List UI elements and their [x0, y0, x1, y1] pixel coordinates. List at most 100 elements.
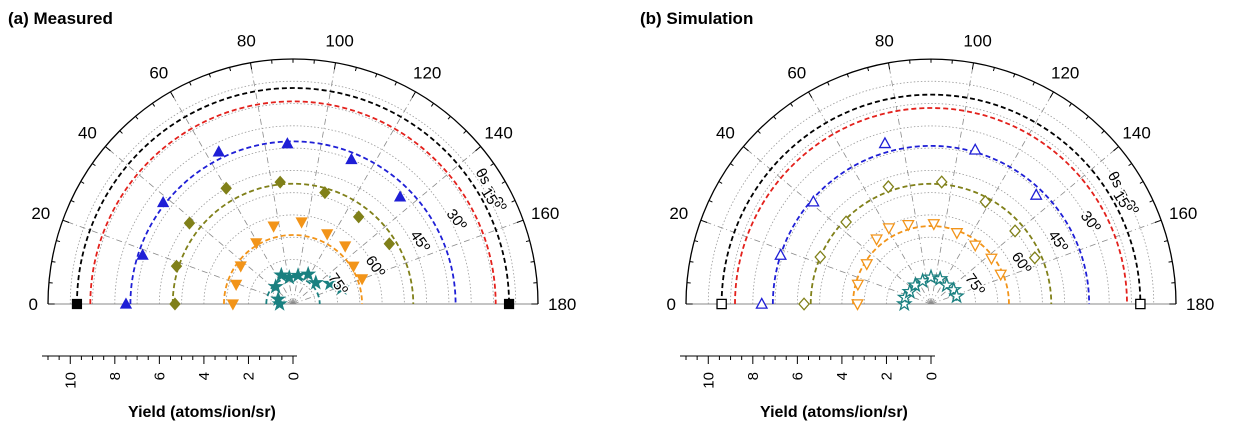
angle-tick	[229, 67, 232, 72]
series-60-deg	[223, 217, 369, 311]
data-point	[851, 279, 865, 292]
series-75-deg	[265, 265, 350, 311]
series-curve	[129, 140, 457, 305]
data-point	[281, 137, 294, 149]
angle-tick	[1149, 200, 1154, 203]
data-point	[220, 181, 232, 195]
angle-tick-label: 20	[669, 204, 688, 223]
angle-tick-label: 120	[413, 64, 441, 83]
data-point	[183, 216, 196, 230]
series-curve	[76, 87, 510, 305]
radial-axis: 10 8 6 4 2 0	[680, 355, 940, 389]
data-point	[339, 241, 352, 253]
radial-tick-label: 8	[745, 372, 762, 380]
angle-tick	[1085, 115, 1089, 120]
series-curve	[171, 182, 415, 305]
angle-tick-label: 0	[667, 295, 676, 314]
grid-ring	[114, 125, 472, 305]
radial-tick-label: 0	[923, 372, 940, 380]
data-point	[212, 145, 225, 157]
data-point	[968, 240, 982, 253]
angle-tick	[1049, 91, 1054, 98]
data-point	[170, 259, 183, 273]
angle-tick	[56, 240, 61, 243]
data-point	[945, 280, 963, 298]
series-45-deg	[169, 175, 415, 311]
angle-tick	[501, 181, 506, 184]
angle-tick	[1139, 181, 1144, 184]
grid-spoke	[930, 146, 1119, 305]
data-point	[352, 210, 365, 224]
data-point	[322, 275, 338, 291]
data-point	[948, 287, 965, 304]
radial-tick-label: 6	[152, 372, 169, 380]
angle-tick	[104, 146, 111, 152]
data-point	[383, 237, 396, 251]
data-point	[250, 238, 263, 250]
data-point	[927, 219, 941, 231]
grid-ring	[270, 281, 316, 305]
data-point	[274, 175, 286, 189]
angle-tick	[375, 73, 378, 78]
angle-tick-label: 160	[1169, 204, 1197, 223]
data-point	[307, 274, 324, 290]
data-point	[503, 298, 515, 310]
angle-tick	[971, 62, 975, 70]
grid-spoke	[292, 91, 416, 305]
radial-tick-label: 4	[834, 372, 851, 380]
angle-tick	[867, 67, 870, 72]
grid-ring	[774, 147, 1088, 305]
angle-tick	[1101, 130, 1105, 134]
angle-tick-label: 80	[237, 32, 256, 51]
grid-ring	[841, 214, 1021, 305]
series-30-deg	[755, 136, 1091, 309]
grid-ring	[819, 192, 1043, 305]
angle-tick-label: 40	[716, 123, 735, 142]
data-point	[994, 269, 1008, 282]
angle-tick	[447, 115, 451, 120]
outer-arc	[685, 58, 1177, 305]
data-point	[860, 259, 874, 271]
data-point	[798, 297, 810, 311]
radial-tick-label: 8	[107, 372, 124, 380]
angle-tick	[887, 62, 891, 70]
grid-spoke	[292, 219, 524, 305]
radial-tick-label: 6	[790, 372, 807, 380]
grid-spoke	[250, 62, 294, 305]
grid-ring	[92, 103, 494, 305]
grid-spoke	[808, 91, 932, 305]
data-point	[226, 299, 239, 311]
angle-tick	[1163, 240, 1168, 243]
angle-tick	[119, 130, 123, 134]
angle-tick	[1113, 146, 1120, 152]
angle-tick	[170, 91, 175, 98]
angle-tick	[1128, 163, 1132, 167]
radial-axis: 10 8 6 4 2 0	[42, 355, 302, 389]
data-point	[345, 152, 358, 165]
angle-tick	[511, 200, 516, 203]
angle-tick	[846, 73, 849, 78]
angle-tick-label: 40	[78, 123, 97, 142]
angle-tick	[394, 81, 397, 86]
data-point	[840, 215, 853, 229]
data-point	[979, 195, 992, 209]
polar-grid: 0 20 40 60 80 100 120 140 160 180	[667, 32, 1215, 314]
angle-tick	[1013, 73, 1016, 78]
series-curve	[734, 107, 1128, 305]
radial-tick-label: 2	[241, 372, 258, 380]
data-point	[267, 221, 280, 233]
grid-spoke	[930, 62, 974, 305]
grid-spoke	[292, 146, 481, 305]
angle-tick	[189, 81, 192, 86]
data-point	[273, 266, 290, 282]
series-45-deg	[798, 175, 1053, 311]
angle-tick	[694, 240, 699, 243]
grid-spoke	[930, 91, 1054, 305]
data-point	[234, 261, 247, 273]
series-15-deg	[734, 107, 1128, 305]
angle-tick-label: 160	[531, 204, 559, 223]
angle-tick	[773, 115, 777, 120]
angle-tick	[92, 163, 96, 167]
angle-tick	[992, 67, 995, 72]
radial-tick-label: 10	[63, 372, 80, 389]
